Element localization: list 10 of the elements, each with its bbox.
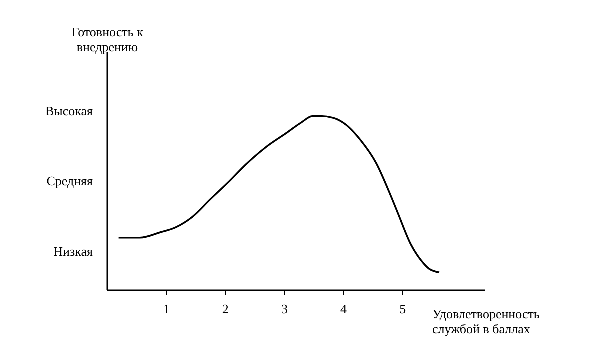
text: Низкая bbox=[54, 244, 94, 259]
x-tick-label: 4 bbox=[340, 302, 348, 316]
x-tick-label: 3 bbox=[281, 302, 288, 316]
x-tick-label: 1 bbox=[163, 302, 170, 316]
x-tick-label: 5 bbox=[400, 302, 406, 316]
text: Средняя bbox=[46, 174, 94, 189]
x-tick-label: 2 bbox=[222, 302, 229, 316]
text: Высокая bbox=[45, 104, 94, 118]
y-axis-title: Готовность к внедрению bbox=[72, 24, 144, 54]
x-axis-title: Удовлетворенность службой в баллах bbox=[432, 306, 540, 336]
